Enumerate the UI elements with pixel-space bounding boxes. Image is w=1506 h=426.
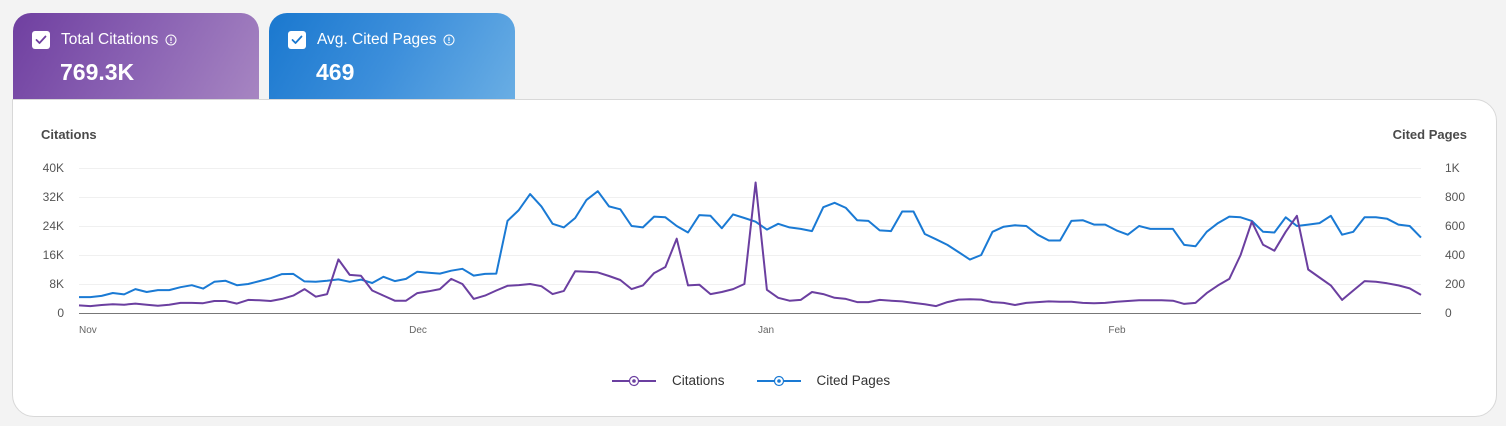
chart-legend: Citations Cited Pages — [612, 373, 922, 388]
check-icon — [291, 35, 303, 44]
cited-pages-line[interactable] — [79, 190, 1422, 299]
legend-item-cited-pages[interactable]: Cited Pages — [756, 373, 891, 388]
cited-pages-legend-marker-icon — [756, 375, 801, 386]
left-axis-title: Citations — [41, 127, 97, 142]
svg-text:400: 400 — [1445, 248, 1465, 262]
citations-line[interactable] — [78, 181, 1422, 308]
svg-text:16K: 16K — [43, 248, 64, 262]
svg-text:32K: 32K — [43, 190, 64, 204]
svg-text:1K: 1K — [1445, 161, 1460, 175]
info-icon[interactable] — [443, 34, 455, 46]
info-icon[interactable] — [165, 34, 177, 46]
card-title: Avg. Cited Pages — [317, 31, 437, 48]
svg-text:0: 0 — [1445, 306, 1452, 320]
svg-text:600: 600 — [1445, 219, 1465, 233]
metric-cards: Total Citations 769.3K Avg. Cited Pages … — [13, 13, 515, 103]
svg-text:Feb: Feb — [1108, 325, 1126, 336]
left-axis-ticks: 0 8K 16K 24K 32K 40K — [43, 161, 65, 320]
svg-text:0: 0 — [57, 306, 64, 320]
check-icon — [35, 35, 47, 44]
checkbox-avg-cited-pages[interactable] — [288, 31, 306, 49]
svg-text:800: 800 — [1445, 190, 1465, 204]
card-avg-cited-pages[interactable]: Avg. Cited Pages 469 — [269, 13, 515, 103]
x-axis-ticks: Nov Dec Jan Feb — [79, 325, 1126, 336]
card-value: 469 — [316, 59, 355, 85]
svg-text:24K: 24K — [43, 219, 64, 233]
legend-label: Cited Pages — [816, 373, 891, 388]
svg-text:8K: 8K — [49, 277, 64, 291]
card-total-citations[interactable]: Total Citations 769.3K — [13, 13, 259, 103]
card-title: Total Citations — [61, 31, 159, 48]
legend-label: Citations — [672, 373, 725, 388]
svg-text:40K: 40K — [43, 161, 64, 175]
right-axis-title: Cited Pages — [1392, 127, 1467, 142]
svg-text:Dec: Dec — [409, 325, 427, 336]
svg-text:Nov: Nov — [79, 325, 97, 336]
svg-text:Jan: Jan — [758, 325, 774, 336]
right-axis-ticks: 0 200 400 600 800 1K — [1445, 161, 1465, 320]
checkbox-total-citations[interactable] — [32, 31, 50, 49]
chart-panel — [12, 99, 1497, 417]
legend-item-citations[interactable]: Citations — [612, 373, 725, 388]
svg-text:200: 200 — [1445, 277, 1465, 291]
citations-legend-marker-icon — [612, 375, 656, 386]
card-value: 769.3K — [60, 59, 135, 85]
